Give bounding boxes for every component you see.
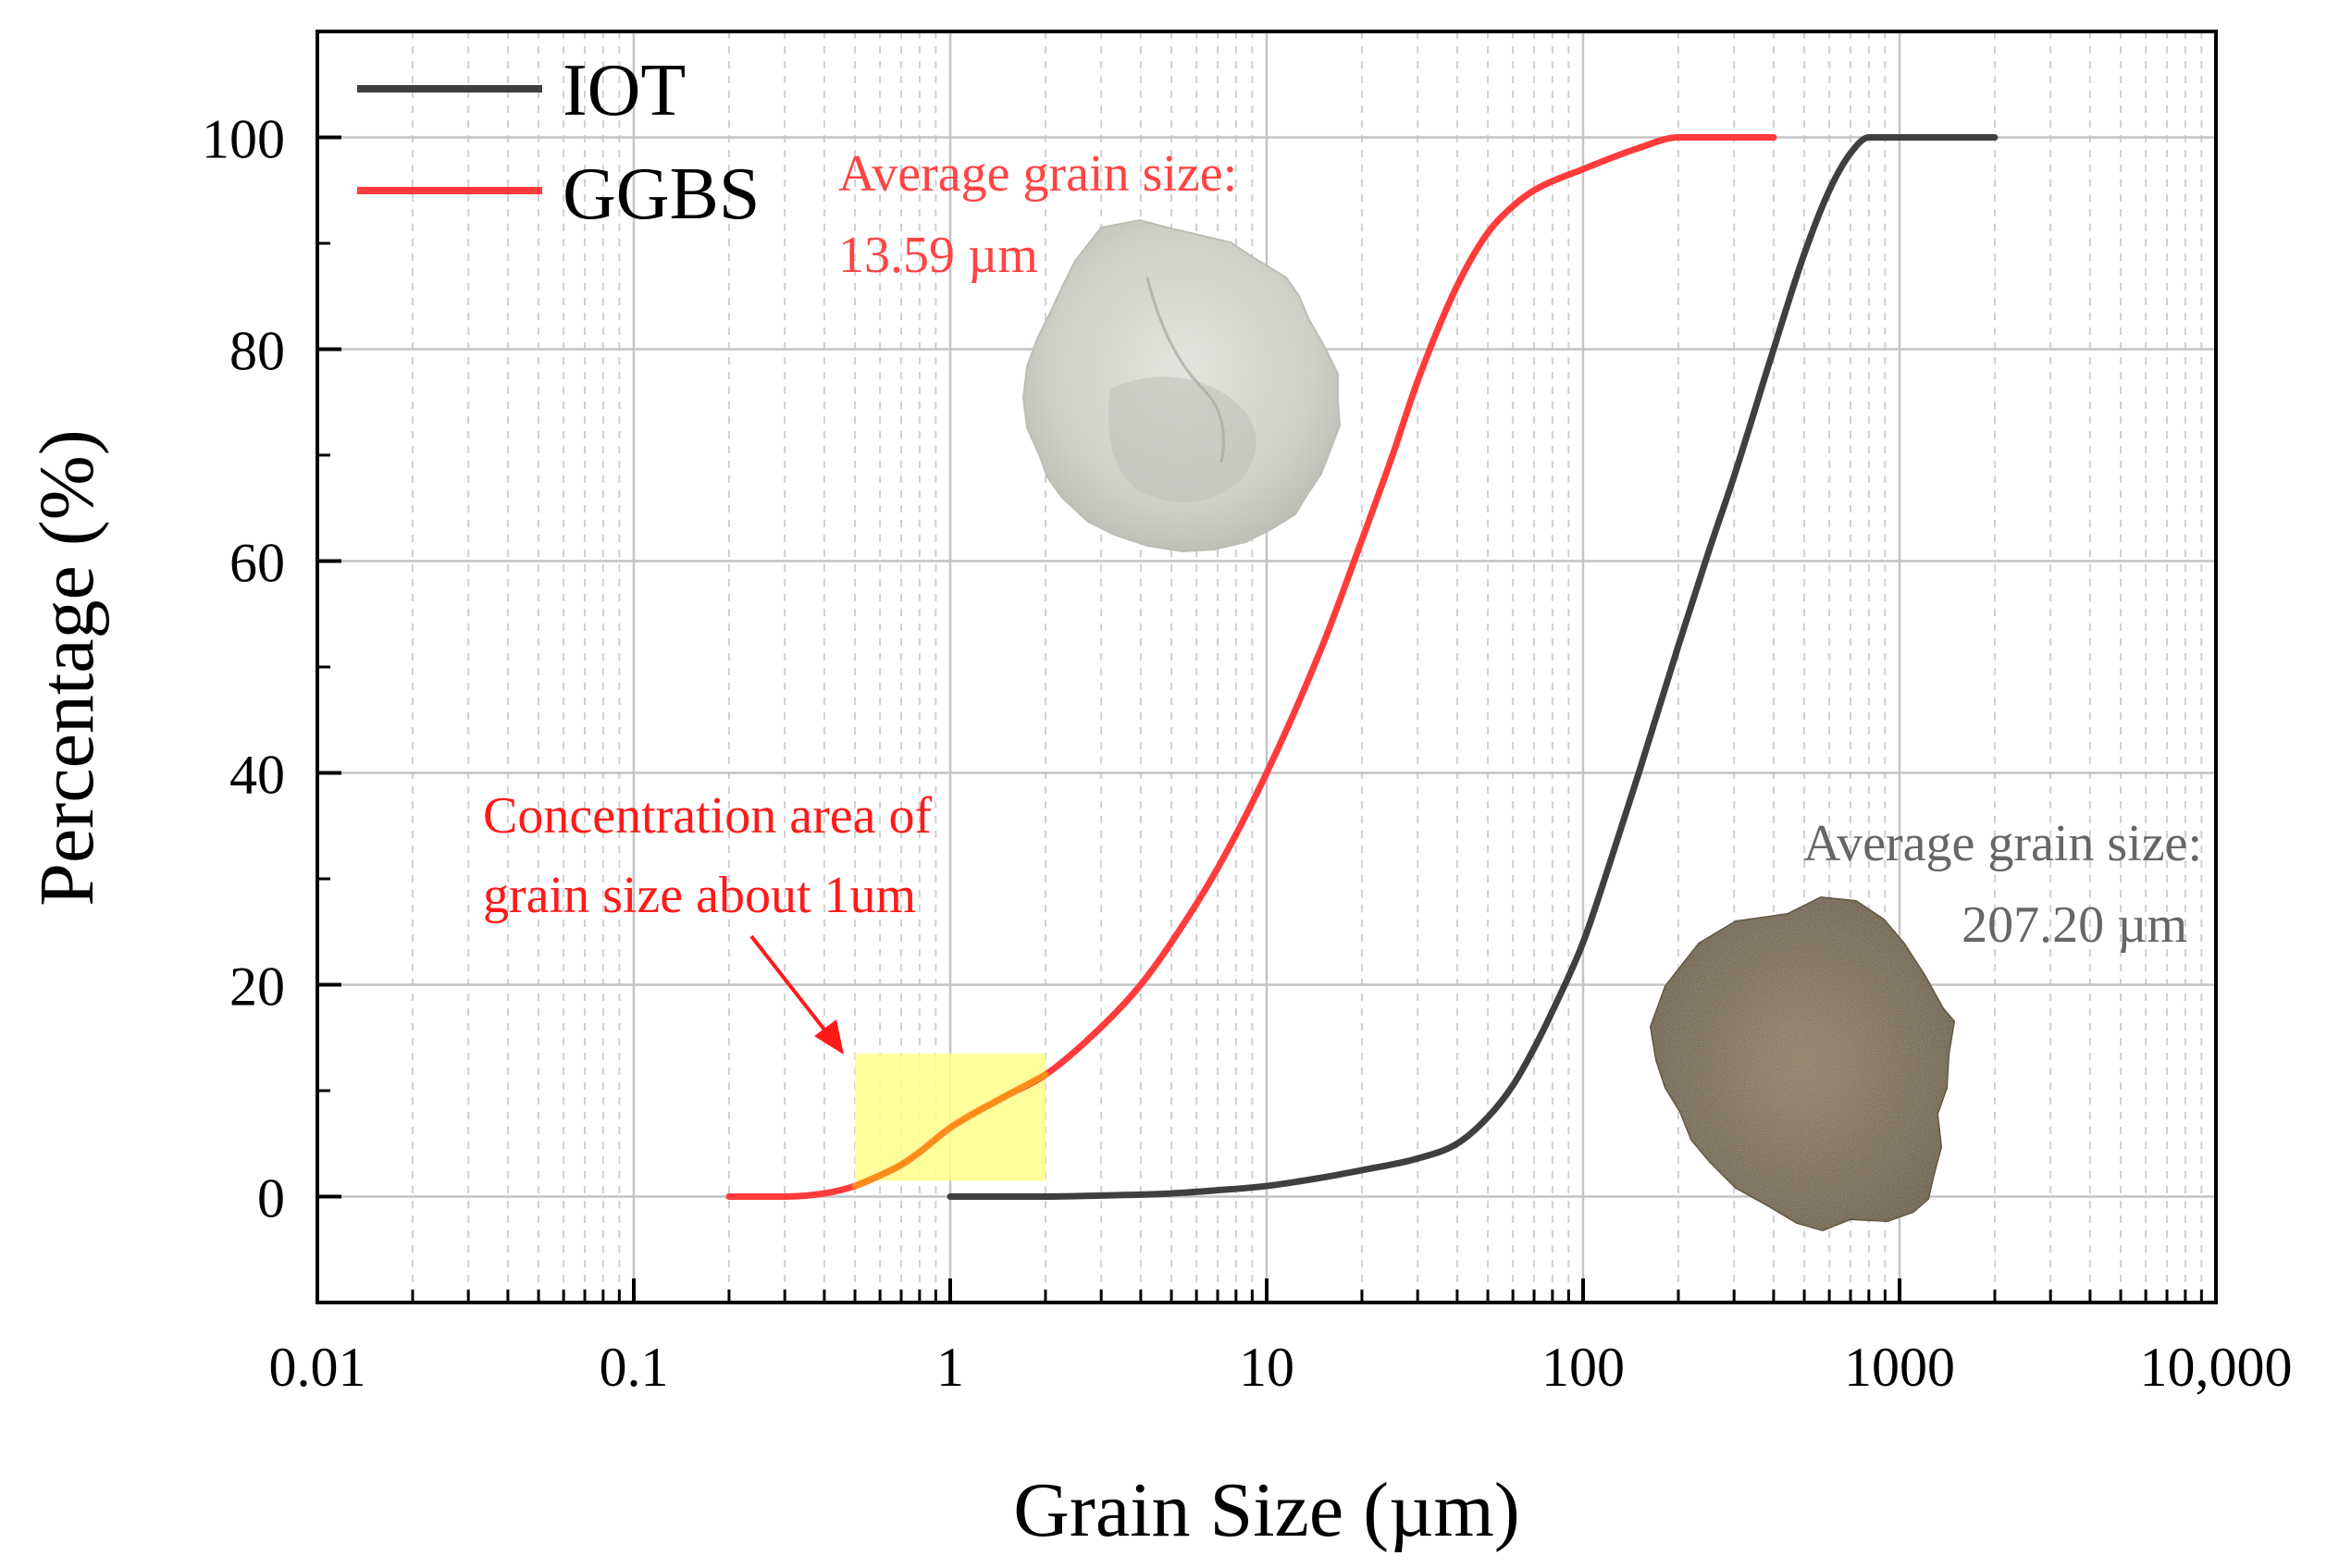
series-line-iot — [947, 134, 1999, 1200]
x-tick-label: 1 — [936, 1337, 964, 1398]
legend: IOT GGBS — [357, 50, 760, 235]
x-tick-label: 0.1 — [600, 1337, 669, 1398]
ggbs-average-line1: Average grain size: — [838, 145, 1237, 203]
concentration-arrow-head — [814, 1019, 844, 1055]
x-tick-label: 10 — [1239, 1337, 1294, 1398]
y-axis-label: Percentage (%) — [24, 429, 110, 906]
y-tick-label: 0 — [257, 1168, 285, 1229]
concentration-annotation: Concentration area of grain size about 1… — [483, 787, 932, 1055]
series-layer — [725, 134, 1999, 1200]
x-tick-label: 1000 — [1844, 1337, 1955, 1398]
iot-average-line2: 207.20 µm — [1962, 896, 2187, 954]
highlight-layer — [855, 1053, 1046, 1181]
concentration-line1: Concentration area of — [483, 787, 932, 845]
ggbs-powder-shadow — [1108, 377, 1256, 502]
tick-layer — [316, 30, 2218, 1304]
y-tick-label: 60 — [229, 533, 285, 594]
legend-label-iot: IOT — [563, 50, 686, 131]
concentration-highlight-box — [855, 1053, 1046, 1181]
ggbs-powder-image — [1021, 218, 1342, 553]
x-tick-label: 0.01 — [269, 1337, 366, 1398]
iot-average-line1: Average grain size: — [1803, 815, 2202, 872]
iot-sand-texture — [1651, 897, 1954, 1230]
x-tick-label: 10,000 — [2140, 1337, 2293, 1398]
series-line-ggbs-highlight-segment — [851, 1071, 1049, 1190]
x-axis-label: Grain Size (µm) — [1013, 1467, 1520, 1553]
y-tick-label: 80 — [229, 321, 285, 382]
y-tick-labels: 0 20 40 60 80 100 — [202, 109, 285, 1229]
legend-label-ggbs: GGBS — [563, 154, 760, 235]
ggbs-powder-crack — [1145, 277, 1225, 463]
iot-average-annotation: Average grain size: 207.20 µm — [1803, 815, 2202, 954]
ggbs-average-line2: 13.59 µm — [838, 227, 1038, 284]
concentration-arrow-shaft — [749, 934, 833, 1040]
x-tick-label: 100 — [1541, 1337, 1625, 1398]
concentration-line2: grain size about 1um — [483, 867, 916, 924]
iot-sand-image — [1649, 895, 1956, 1232]
y-tick-label: 100 — [202, 109, 285, 170]
x-tick-labels: 0.01 0.1 1 10 100 1000 10,000 — [269, 1337, 2293, 1398]
ggbs-average-annotation: Average grain size: 13.59 µm — [838, 145, 1237, 284]
y-tick-label: 20 — [229, 957, 285, 1018]
y-tick-label: 40 — [229, 745, 285, 806]
